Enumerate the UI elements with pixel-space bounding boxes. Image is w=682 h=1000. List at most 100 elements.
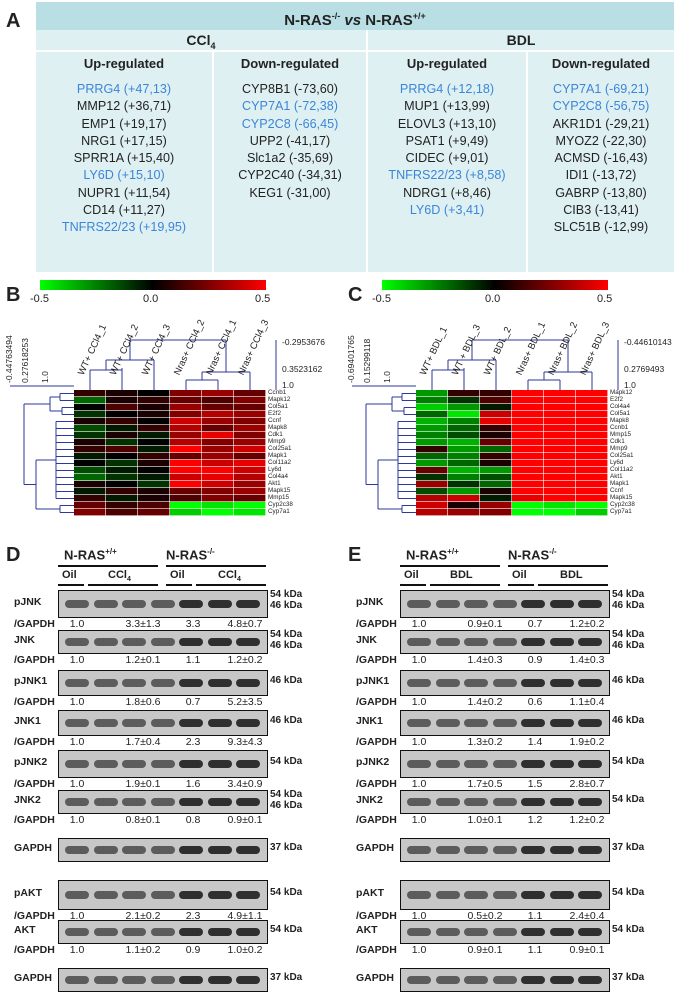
- heatmap-cell: [106, 495, 138, 502]
- gene-entry: KEG1 (-31,00): [249, 185, 331, 200]
- heatmap-cell: [106, 439, 138, 446]
- panel-label-c: C: [348, 284, 363, 306]
- gene-entry: NDRG1 (+8,46): [403, 185, 491, 200]
- quant-value: 4.8±0.7: [227, 618, 263, 630]
- blot-band: [521, 798, 545, 806]
- blot-band: [179, 638, 203, 646]
- heatmap-cell: [416, 411, 448, 418]
- blot-row-label: JNK2: [356, 794, 383, 806]
- blot-strip: [58, 790, 268, 814]
- gene-row-label: Ccnf: [268, 417, 281, 424]
- quant-value: 1.2±0.1: [125, 654, 161, 666]
- gene-entry: ELOVL3 (+13,10): [397, 116, 497, 131]
- blot-band: [122, 798, 146, 806]
- heatmap-cell: [202, 432, 234, 439]
- blot-band: [549, 846, 574, 854]
- quant-value: 1.4±0.3: [467, 654, 503, 666]
- heatmap-cell: [170, 509, 202, 516]
- heatmap-cell: [544, 439, 576, 446]
- heatmap-cell: [512, 502, 544, 509]
- heatmap-cell: [480, 439, 512, 446]
- gene-entry: MMP12 (+36,71): [76, 99, 172, 114]
- gene-row-label: Ly6d: [610, 459, 624, 466]
- group-underline: [58, 584, 84, 586]
- heatmap-cell: [544, 425, 576, 432]
- blot-row-label: JNK: [356, 634, 378, 646]
- gapdh-norm-label: /GAPDH: [356, 778, 397, 790]
- gene-entry: ACMSD (-16,43): [554, 151, 648, 166]
- heatmap-cell: [512, 404, 544, 411]
- gene-entry: PRRG4 (+47,13): [76, 82, 172, 96]
- blot-strip: [400, 750, 610, 778]
- blot-row-label: pAKT: [356, 887, 384, 899]
- kda-marker: 37 kDa: [270, 842, 303, 853]
- gene-entry: CD14 (+11,27): [82, 203, 166, 218]
- gapdh-norm-label: /GAPDH: [356, 654, 397, 666]
- quant-value: 1.1: [527, 944, 543, 956]
- blot-band: [150, 760, 175, 768]
- blot-band: [236, 928, 260, 936]
- heatmap-cell: [74, 425, 106, 432]
- heatmap-cell: [138, 481, 170, 488]
- heatmap-cell: [480, 474, 512, 481]
- blot-strip: [400, 838, 610, 862]
- quant-value: 5.2±3.5: [227, 696, 263, 708]
- heatmap-cell: [512, 509, 544, 516]
- heatmap-cell: [106, 411, 138, 418]
- gene-row-label: Mmp9: [610, 445, 628, 452]
- kda-marker: 46 kDa: [270, 715, 303, 726]
- heatmap-cell: [234, 397, 266, 404]
- gene-entry: SLC51B (-12,99): [553, 220, 649, 235]
- heatmap-cell: [202, 509, 234, 516]
- blot-band: [150, 891, 175, 899]
- kda-marker: 37 kDa: [270, 972, 303, 983]
- condition-label: N-RAS: [406, 547, 448, 563]
- heatmap-cell: [202, 411, 234, 418]
- heatmap-cell: [416, 488, 448, 495]
- condition-label: N-RAS: [64, 547, 106, 563]
- heatmap-cell: [234, 404, 266, 411]
- heatmap-cell: [544, 467, 576, 474]
- heatmap-cell: [106, 488, 138, 495]
- quant-value: 2.4±0.4: [569, 910, 605, 922]
- down-title-bdl: Down-regulated: [551, 56, 651, 71]
- heatmap-cell: [138, 495, 170, 502]
- heatmap-cell: [138, 460, 170, 467]
- heatmap-cell: [74, 460, 106, 467]
- up-title-bdl: Up-regulated: [406, 56, 488, 71]
- quant-value: 1.0: [411, 654, 427, 666]
- blot-band: [150, 679, 175, 687]
- gene-row-label: Col4a4: [268, 473, 288, 480]
- quant-value: 1.0: [69, 696, 85, 708]
- down-title-ccl4: Down-regulated: [240, 56, 340, 71]
- group-underline: [196, 584, 266, 586]
- heatmap-cell: [74, 488, 106, 495]
- quant-value: 1.2: [527, 814, 543, 826]
- heatmap-cell: [544, 460, 576, 467]
- heatmap-cell: [480, 404, 512, 411]
- heatmap-cell: [448, 453, 480, 460]
- heatmap-cell: [170, 446, 202, 453]
- heatmap-cell: [170, 390, 202, 397]
- gapdh-norm-label: /GAPDH: [356, 618, 397, 630]
- heatmap-cell: [202, 488, 234, 495]
- kda-marker: 46 kDa: [612, 675, 645, 686]
- blot-band: [435, 846, 460, 854]
- gene-row-label: Col25a1: [610, 452, 634, 459]
- blot-strip: [58, 670, 268, 696]
- heatmap-cell: [512, 432, 544, 439]
- quant-value: 1.9±0.1: [125, 778, 161, 790]
- heatmap-cell: [448, 467, 480, 474]
- gapdh-norm-label: /GAPDH: [14, 696, 55, 708]
- blot-band: [207, 600, 232, 608]
- gene-entry: UPP2 (-41,17): [249, 133, 331, 148]
- heatmap-cell: [74, 439, 106, 446]
- gene-row-label: Ccnb1: [610, 424, 629, 431]
- kda-marker: 54 kDa: [612, 887, 645, 898]
- gene-row-label: Ccnf: [610, 487, 623, 494]
- heatmap-cell: [416, 460, 448, 467]
- gene-row-label: Cyp7a1: [610, 508, 632, 515]
- heatmap-cell: [544, 495, 576, 502]
- blot-band: [435, 976, 460, 984]
- heatmap-cell: [74, 502, 106, 509]
